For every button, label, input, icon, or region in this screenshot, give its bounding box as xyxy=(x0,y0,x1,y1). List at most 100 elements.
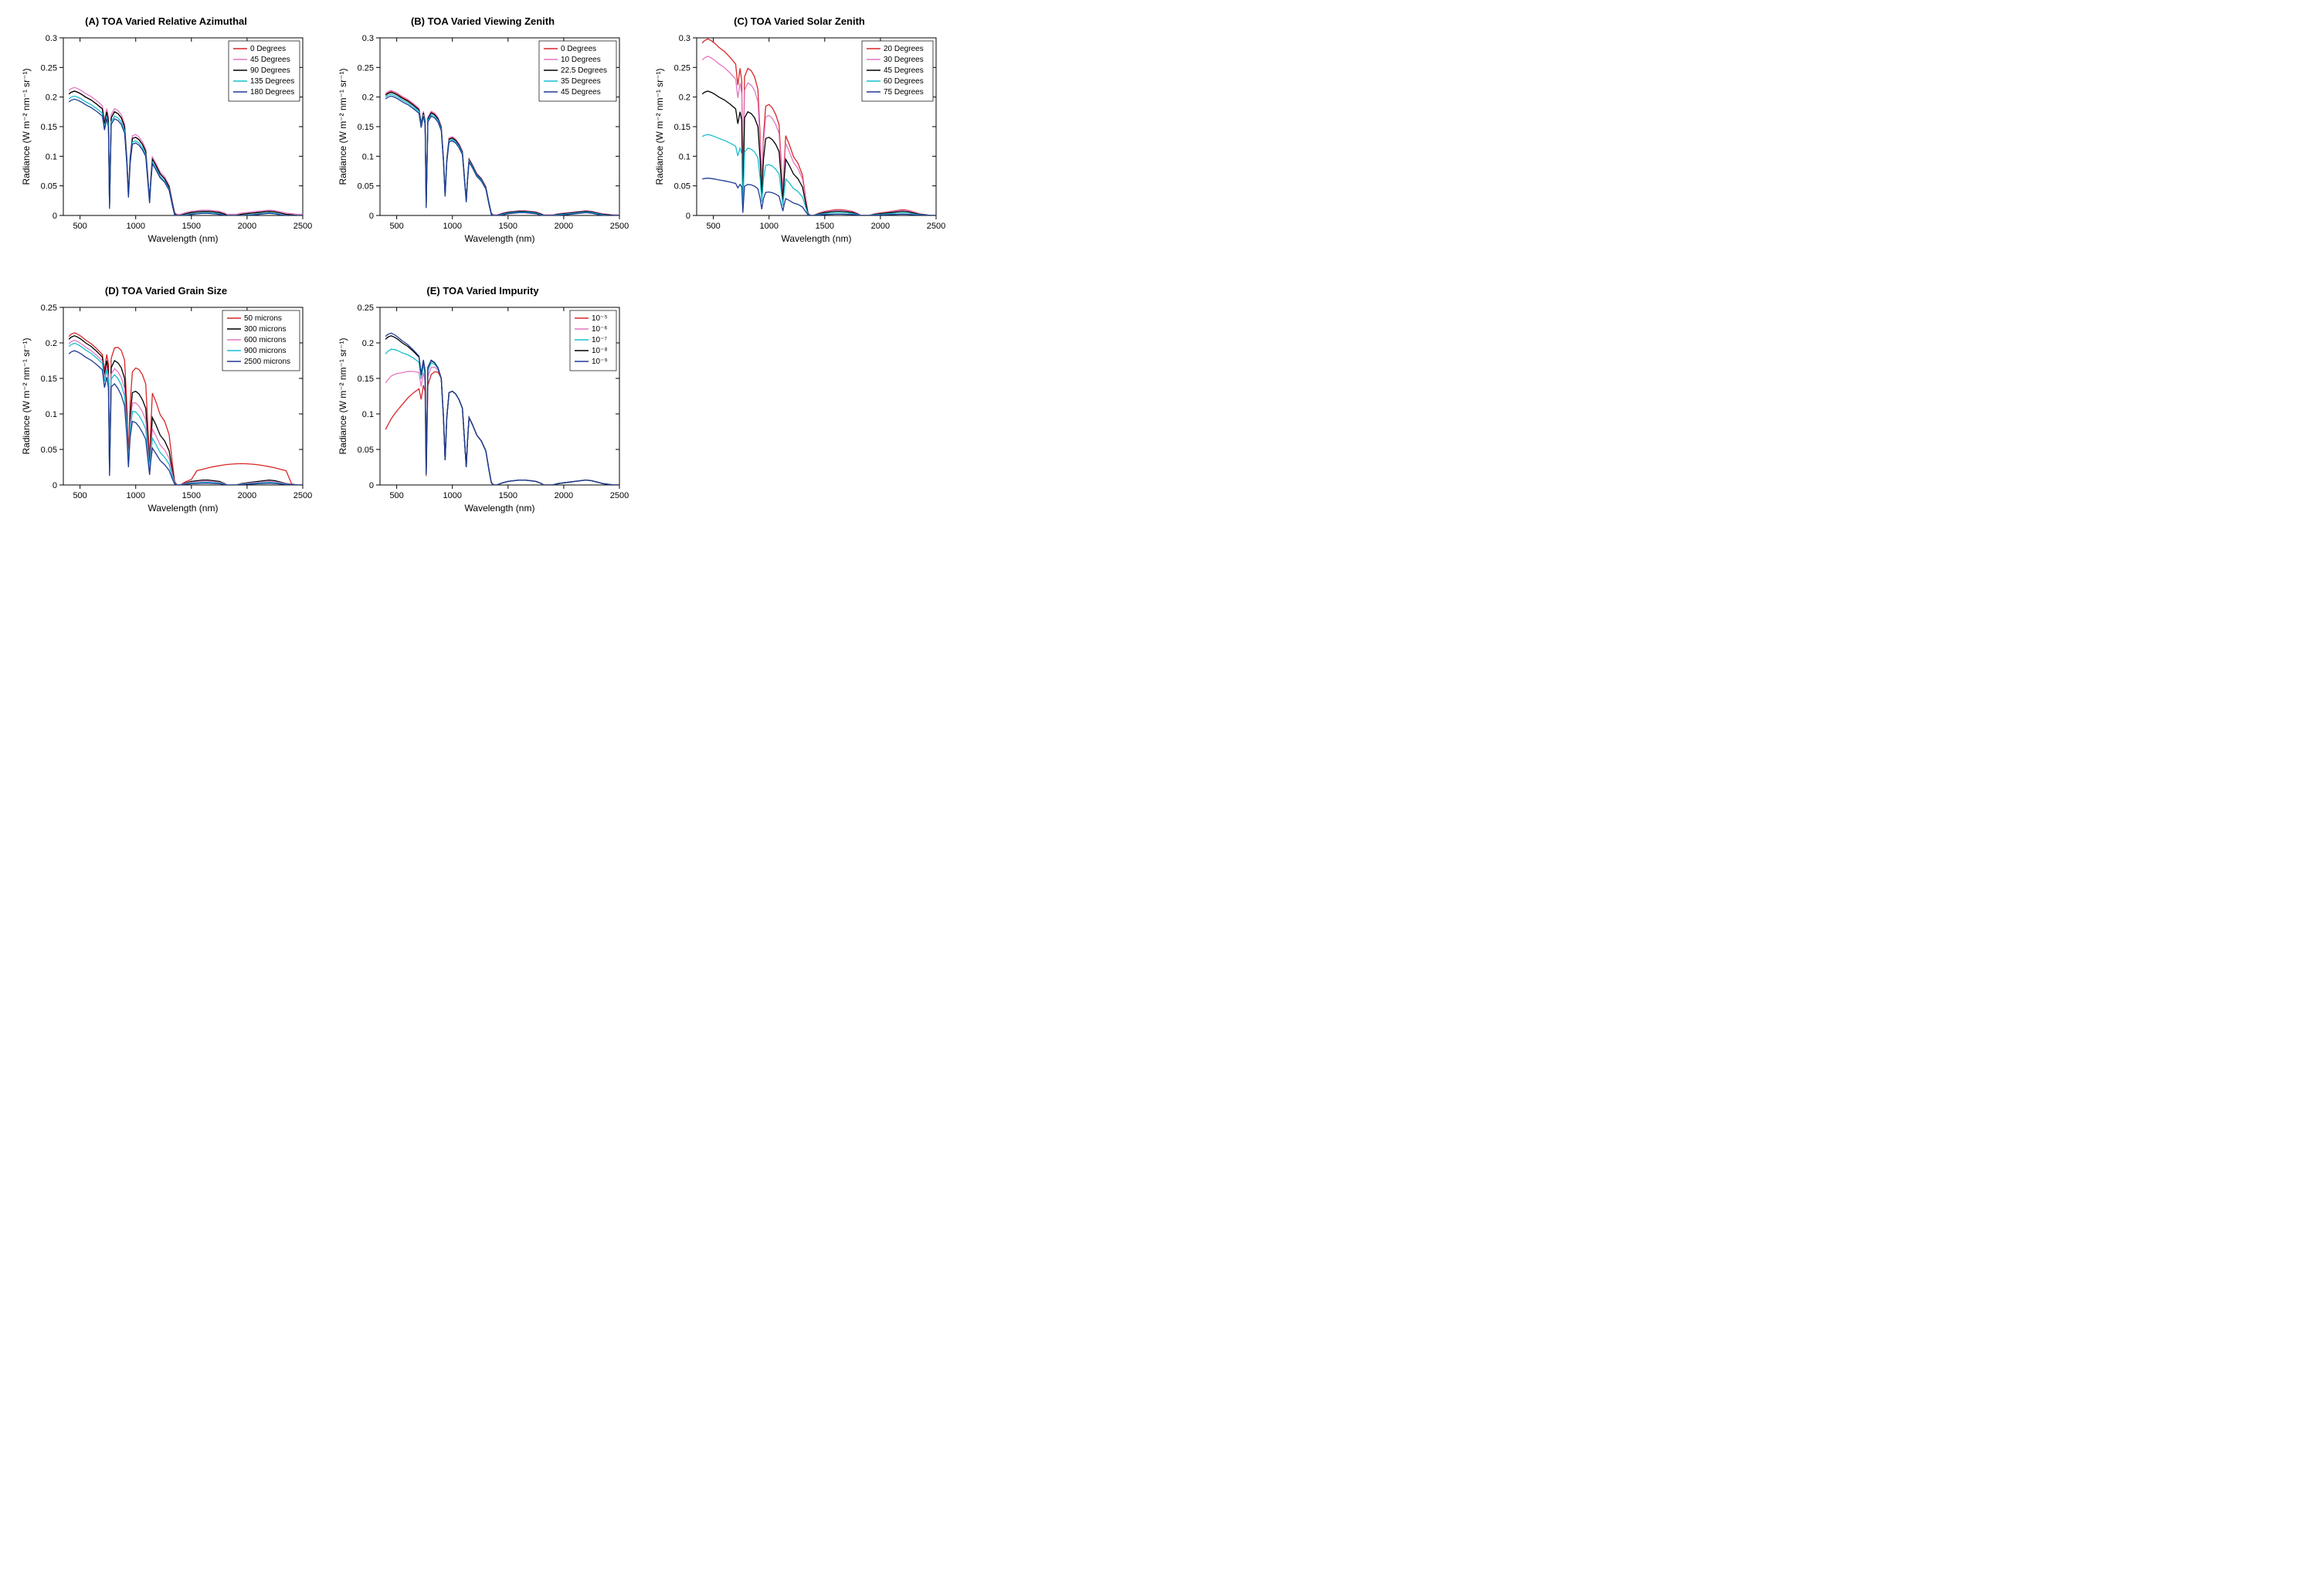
chart-svg: 500100015002000250000.050.10.150.20.25Wa… xyxy=(15,300,317,531)
y-axis-label: Radiance (W m⁻² nm⁻¹ sr⁻¹) xyxy=(654,68,665,185)
series-line xyxy=(385,93,619,215)
chart-panel-E: (E) TOA Varied Impurity50010001500200025… xyxy=(332,285,633,531)
panel-title: (E) TOA Varied Impurity xyxy=(332,285,633,297)
svg-text:0.2: 0.2 xyxy=(46,339,57,348)
legend-label: 60 Degrees xyxy=(884,77,924,86)
svg-text:0.1: 0.1 xyxy=(679,152,690,161)
y-axis-label: Radiance (W m⁻² nm⁻¹ sr⁻¹) xyxy=(338,337,348,454)
y-axis-label: Radiance (W m⁻² nm⁻¹ sr⁻¹) xyxy=(21,337,32,454)
x-axis-label: Wavelength (nm) xyxy=(465,503,535,514)
chart-panel-D: (D) TOA Varied Grain Size500100015002000… xyxy=(15,285,317,531)
series-line xyxy=(702,134,936,215)
legend-label: 300 microns xyxy=(244,325,286,334)
legend: 50 microns 300 microns 600 microns 900 micr… xyxy=(222,310,300,371)
svg-text:2500: 2500 xyxy=(927,222,945,231)
legend: 20 Degrees30 Degrees45 Degrees60 Degrees… xyxy=(862,41,933,101)
chart-svg: 500100015002000250000.050.10.150.20.25Wa… xyxy=(332,300,633,531)
svg-text:0.05: 0.05 xyxy=(674,182,690,192)
legend-label: 135 Degrees xyxy=(250,77,294,86)
series-line xyxy=(385,368,619,486)
svg-text:0.2: 0.2 xyxy=(46,93,57,103)
legend-label: 22.5 Degrees xyxy=(561,66,607,75)
series-line xyxy=(385,94,619,215)
svg-text:0.2: 0.2 xyxy=(362,339,374,348)
svg-text:500: 500 xyxy=(73,491,87,500)
legend-label: 10⁻⁸ xyxy=(592,347,608,355)
svg-text:1500: 1500 xyxy=(816,222,834,231)
chart-svg: 500100015002000250000.050.10.150.20.250.… xyxy=(15,30,317,262)
svg-text:1000: 1000 xyxy=(126,491,144,500)
legend: 0 Degrees 45 Degrees 90 Degrees 135 Degrees… xyxy=(229,41,300,101)
svg-text:2500: 2500 xyxy=(610,491,629,500)
svg-text:0.05: 0.05 xyxy=(41,446,57,455)
panel-title: (B) TOA Varied Viewing Zenith xyxy=(332,15,633,27)
chart-svg: 500100015002000250000.050.10.150.20.250.… xyxy=(332,30,633,262)
svg-text:0.15: 0.15 xyxy=(41,123,57,132)
legend-label: 45 Degrees xyxy=(561,88,601,97)
svg-text:0.1: 0.1 xyxy=(46,410,57,419)
legend-label: 35 Degrees xyxy=(561,77,601,86)
svg-text:0: 0 xyxy=(369,212,374,221)
x-axis-label: Wavelength (nm) xyxy=(148,503,219,514)
svg-text:1000: 1000 xyxy=(443,491,461,500)
panel-title: (A) TOA Varied Relative Azimuthal xyxy=(15,15,317,27)
chart-svg: 500100015002000250000.050.10.150.20.250.… xyxy=(649,30,950,262)
svg-text:2000: 2000 xyxy=(871,222,890,231)
legend-label: 900 microns xyxy=(244,347,286,355)
legend-label: 0 Degrees xyxy=(561,45,596,53)
legend-label: 10⁻⁶ xyxy=(592,325,608,334)
svg-text:1000: 1000 xyxy=(759,222,778,231)
svg-text:0.25: 0.25 xyxy=(674,63,690,73)
svg-text:0.25: 0.25 xyxy=(358,303,374,313)
y-axis-label: Radiance (W m⁻² nm⁻¹ sr⁻¹) xyxy=(21,68,32,185)
legend: 0 Degrees10 Degrees22.5 Degrees35 Degree… xyxy=(539,41,616,101)
legend-label: 75 Degrees xyxy=(884,88,924,97)
series-line xyxy=(69,91,303,215)
legend-label: 50 microns xyxy=(244,314,282,323)
series-line xyxy=(69,91,303,215)
series-line xyxy=(385,90,619,215)
legend-label: 10⁻⁹ xyxy=(592,358,608,366)
legend-label: 30 Degrees xyxy=(884,56,924,64)
svg-text:0.25: 0.25 xyxy=(41,303,57,313)
legend-label: 0 Degrees xyxy=(250,45,286,53)
series-line xyxy=(385,372,619,486)
svg-text:500: 500 xyxy=(73,222,87,231)
chart-panel-C: (C) TOA Varied Solar Zenith5001000150020… xyxy=(649,15,950,262)
svg-text:1500: 1500 xyxy=(182,222,201,231)
svg-text:0.15: 0.15 xyxy=(358,123,374,132)
x-axis-label: Wavelength (nm) xyxy=(465,233,535,244)
legend-label: 180 Degrees xyxy=(250,88,294,97)
svg-text:2500: 2500 xyxy=(293,491,312,500)
svg-text:1500: 1500 xyxy=(182,491,201,500)
legend-label: 600 microns xyxy=(244,336,286,344)
svg-text:0.1: 0.1 xyxy=(362,152,374,161)
svg-text:0.15: 0.15 xyxy=(41,375,57,384)
legend-label: 90 Degrees xyxy=(250,66,290,75)
svg-text:0.2: 0.2 xyxy=(679,93,690,103)
svg-text:0.25: 0.25 xyxy=(41,63,57,73)
svg-text:0.2: 0.2 xyxy=(362,93,374,103)
legend-label: 45 Degrees xyxy=(250,56,290,64)
series-line xyxy=(69,87,303,214)
svg-text:0: 0 xyxy=(686,212,690,221)
svg-text:1000: 1000 xyxy=(443,222,461,231)
svg-text:500: 500 xyxy=(389,222,403,231)
x-axis-label: Wavelength (nm) xyxy=(148,233,219,244)
svg-text:0: 0 xyxy=(369,481,374,490)
svg-text:500: 500 xyxy=(706,222,720,231)
empty-cell xyxy=(649,285,950,531)
svg-text:0.05: 0.05 xyxy=(358,446,374,455)
svg-text:0.05: 0.05 xyxy=(41,182,57,192)
svg-text:2500: 2500 xyxy=(293,222,312,231)
chart-panel-B: (B) TOA Varied Viewing Zenith50010001500… xyxy=(332,15,633,262)
svg-text:1000: 1000 xyxy=(126,222,144,231)
series-line xyxy=(385,96,619,215)
legend-label: 45 Degrees xyxy=(884,66,924,75)
svg-text:0.15: 0.15 xyxy=(358,375,374,384)
legend-label: 2500 microns xyxy=(244,358,290,366)
svg-text:500: 500 xyxy=(389,491,403,500)
svg-text:2500: 2500 xyxy=(610,222,629,231)
series-line xyxy=(385,91,619,215)
svg-text:0.3: 0.3 xyxy=(679,34,690,43)
